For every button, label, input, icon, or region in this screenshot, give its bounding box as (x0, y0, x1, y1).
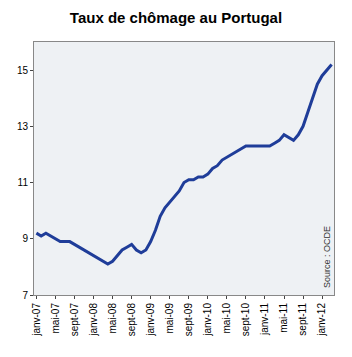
svg-text:9: 9 (22, 233, 28, 244)
svg-text:mai-10: mai-10 (221, 303, 232, 334)
svg-text:sept-09: sept-09 (183, 303, 194, 337)
svg-text:janv-07: janv-07 (31, 303, 42, 337)
svg-text:sept-11: sept-11 (297, 303, 308, 336)
svg-text:sept-08: sept-08 (126, 303, 137, 337)
svg-text:7: 7 (22, 290, 28, 301)
svg-text:15: 15 (17, 65, 29, 76)
svg-text:janv-10: janv-10 (202, 303, 213, 337)
svg-text:sept-10: sept-10 (240, 303, 251, 337)
svg-text:mai-08: mai-08 (107, 303, 118, 334)
svg-text:Taux de chômage au Portugal: Taux de chômage au Portugal (70, 9, 282, 26)
svg-text:mai-09: mai-09 (164, 303, 175, 334)
svg-text:janv-11: janv-11 (259, 303, 270, 336)
svg-text:Source : OCDE: Source : OCDE (322, 226, 332, 288)
svg-text:sept-07: sept-07 (69, 303, 80, 337)
svg-text:janv-12: janv-12 (316, 303, 327, 337)
svg-text:janv-09: janv-09 (145, 303, 156, 337)
svg-text:janv-08: janv-08 (88, 303, 99, 337)
svg-text:11: 11 (18, 177, 29, 188)
svg-text:mai-07: mai-07 (50, 303, 61, 334)
svg-text:mai-11: mai-11 (278, 303, 289, 333)
svg-text:13: 13 (17, 121, 29, 132)
